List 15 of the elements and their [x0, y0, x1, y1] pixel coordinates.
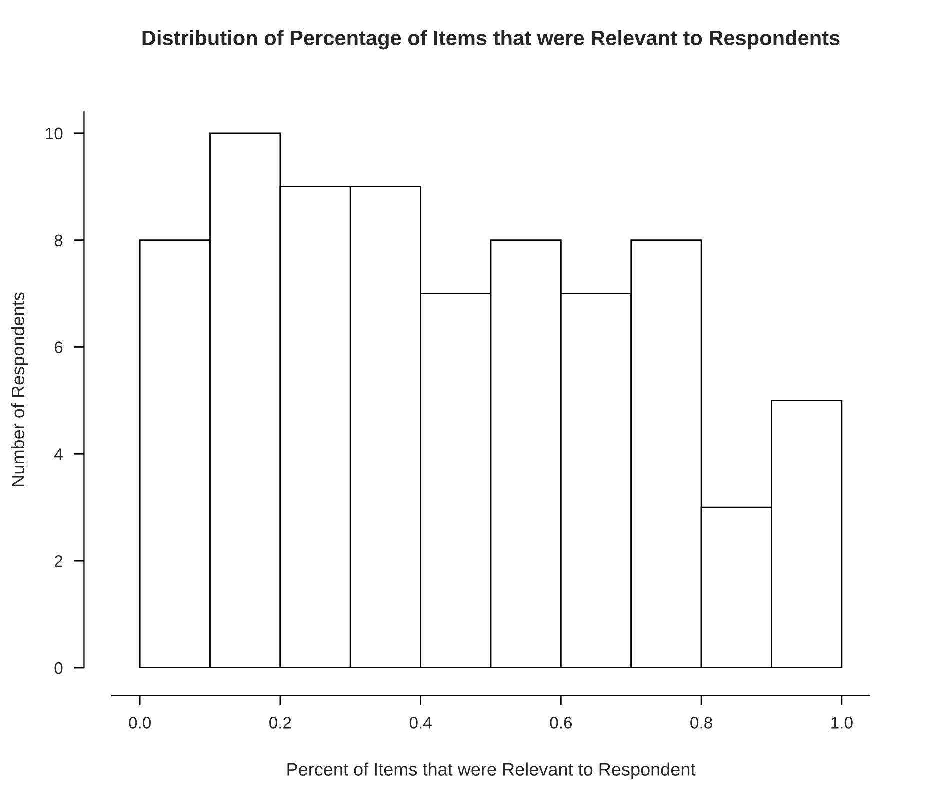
x-axis-title: Percent of Items that were Relevant to Respondent: [288, 762, 696, 780]
y-tick-label: 6: [54, 342, 63, 354]
y-axis-title: Number of Respondents: [11, 292, 28, 486]
x-tick-label: 0.4: [410, 717, 432, 729]
x-tick-label: 0.8: [690, 717, 712, 729]
y-tick-label: 4: [54, 448, 63, 460]
y-tick-label: 10: [46, 128, 63, 140]
x-tick-label: 1.0: [832, 717, 853, 729]
chart-title: Distribution of Percentage of Items that were Relevant to Respondents: [142, 30, 840, 50]
x-tick-label: 0.0: [129, 717, 152, 729]
x-tick-label: 0.6: [550, 717, 572, 729]
y-tick-label: 2: [54, 555, 63, 568]
y-tick-label: 0: [54, 662, 63, 674]
x-tick-label: 0.2: [270, 717, 292, 729]
y-tick-label: 8: [54, 234, 63, 247]
